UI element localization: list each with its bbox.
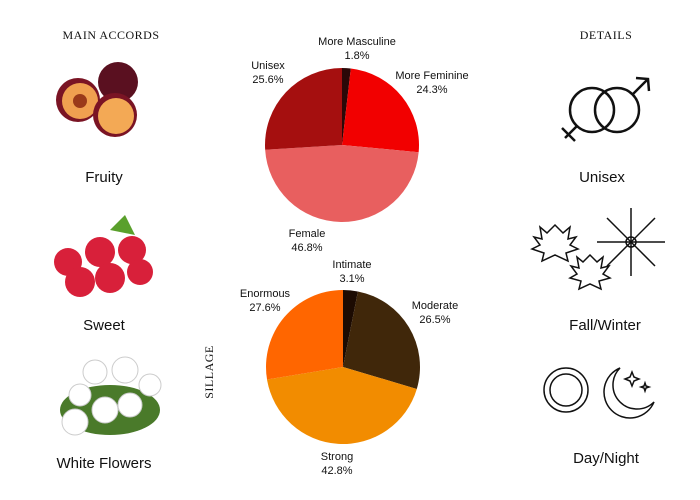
detail-label: Unisex bbox=[579, 169, 625, 186]
details-title: DETAILS bbox=[580, 28, 633, 42]
detail-label: Day/Night bbox=[573, 450, 640, 467]
slice-value: 27.6% bbox=[249, 302, 280, 314]
slice-name: Enormous bbox=[240, 288, 291, 300]
plum-image bbox=[56, 62, 138, 137]
slice-value: 1.8% bbox=[344, 50, 369, 62]
season-icon bbox=[530, 208, 665, 291]
slice-name: More Masculine bbox=[318, 36, 396, 48]
detail-label: Fall/Winter bbox=[569, 317, 641, 334]
accord-label: White Flowers bbox=[56, 455, 151, 472]
pie-title: SILLAGE bbox=[202, 345, 216, 399]
accords-title: MAIN ACCORDS bbox=[62, 28, 159, 42]
accord-label: Sweet bbox=[83, 317, 126, 334]
slice-name: Strong bbox=[321, 451, 353, 463]
gender-icon bbox=[561, 76, 651, 142]
slice-value: 26.5% bbox=[419, 314, 450, 326]
slice-name: Female bbox=[289, 228, 326, 240]
day-night-icon bbox=[543, 367, 655, 419]
slice-value: 24.3% bbox=[416, 84, 447, 96]
pie-slice bbox=[267, 367, 417, 445]
slice-value: 25.6% bbox=[252, 74, 283, 86]
pie-slice bbox=[265, 145, 419, 222]
slice-name: Moderate bbox=[412, 300, 458, 312]
raspberry-image bbox=[54, 215, 153, 297]
pie-slice bbox=[343, 290, 358, 367]
slice-value: 46.8% bbox=[291, 242, 322, 254]
pie-slice bbox=[342, 68, 419, 153]
pie-slice bbox=[266, 290, 343, 380]
pie-slice bbox=[343, 291, 420, 389]
slice-name: Unisex bbox=[251, 60, 285, 72]
slice-value: 42.8% bbox=[321, 465, 352, 477]
flower-image bbox=[60, 356, 162, 436]
pie-slice bbox=[342, 68, 351, 145]
pie-slice bbox=[265, 68, 342, 150]
accord-label: Fruity bbox=[85, 169, 123, 186]
slice-name: More Feminine bbox=[395, 70, 468, 82]
slice-name: Intimate bbox=[332, 259, 371, 271]
slice-value: 3.1% bbox=[339, 273, 364, 285]
